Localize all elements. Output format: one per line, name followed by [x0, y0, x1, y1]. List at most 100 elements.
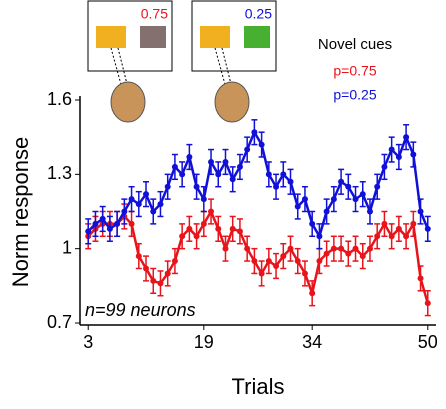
data-point	[273, 263, 280, 270]
data-point	[106, 225, 113, 232]
data-point	[171, 258, 178, 265]
data-point	[287, 178, 294, 185]
data-point	[403, 233, 410, 240]
cue-image	[96, 26, 126, 48]
data-point	[251, 258, 258, 265]
y-tick-label: 1.6	[47, 89, 72, 109]
data-point	[316, 233, 323, 240]
data-point	[381, 163, 388, 170]
data-point	[164, 270, 171, 277]
data-point	[236, 228, 243, 235]
data-point	[294, 258, 301, 265]
data-point	[417, 208, 424, 215]
data-point	[157, 280, 164, 287]
cue-image	[200, 26, 230, 48]
data-point	[338, 178, 345, 185]
data-point	[265, 258, 272, 265]
data-point	[222, 158, 229, 165]
data-point	[323, 208, 330, 215]
data-point	[352, 245, 359, 252]
data-point	[150, 277, 157, 284]
gaze-line	[110, 47, 123, 89]
gaze-line	[117, 47, 129, 89]
data-point	[403, 134, 410, 141]
data-point	[345, 183, 352, 190]
data-point	[200, 196, 207, 203]
x-tick-label: 50	[418, 332, 438, 352]
data-point	[359, 253, 366, 260]
data-point	[157, 201, 164, 208]
data-point	[208, 208, 215, 215]
data-point	[359, 191, 366, 198]
data-point	[374, 183, 381, 190]
x-tick-label: 34	[302, 332, 322, 352]
data-point	[186, 225, 193, 232]
gaze-line	[221, 47, 233, 89]
data-point	[345, 250, 352, 257]
data-point	[330, 196, 337, 203]
data-point	[179, 171, 186, 178]
data-point	[258, 270, 265, 277]
data-point	[229, 176, 236, 183]
data-point	[366, 208, 373, 215]
legend-title: Novel cues	[318, 36, 392, 53]
annotation: n=99 neurons	[85, 300, 196, 320]
data-point	[193, 183, 200, 190]
data-point	[352, 196, 359, 203]
data-point	[135, 253, 142, 260]
data-point	[338, 245, 345, 252]
data-point	[388, 233, 395, 240]
data-point	[417, 275, 424, 282]
data-point	[244, 146, 251, 153]
data-point	[186, 153, 193, 160]
data-point	[164, 183, 171, 190]
data-point	[395, 153, 402, 160]
y-tick-label: 0.7	[47, 312, 72, 332]
data-point	[215, 225, 222, 232]
data-point	[294, 203, 301, 210]
data-point	[388, 146, 395, 153]
data-point	[128, 196, 135, 203]
data-point	[244, 245, 251, 252]
data-point	[301, 196, 308, 203]
legend-entry: p=0.75	[333, 63, 376, 79]
data-point	[193, 233, 200, 240]
data-point	[381, 220, 388, 227]
data-point	[114, 220, 121, 227]
data-point	[179, 233, 186, 240]
data-point	[143, 265, 150, 272]
screen-label: 0.25	[245, 6, 272, 22]
data-point	[287, 245, 294, 252]
data-point	[215, 171, 222, 178]
y-axis-label: Norm response	[8, 137, 33, 287]
data-point	[280, 171, 287, 178]
data-point	[265, 171, 272, 178]
data-point	[200, 220, 207, 227]
x-axis-label: Trials	[232, 374, 285, 399]
data-point	[395, 225, 402, 232]
data-point	[143, 191, 150, 198]
data-point	[366, 245, 373, 252]
data-point	[128, 220, 135, 227]
cue-image	[244, 26, 270, 48]
data-point	[85, 228, 92, 235]
cue-diagram: 0.75 0.25	[87, 0, 277, 123]
data-point	[424, 225, 431, 232]
data-point	[208, 158, 215, 165]
data-point	[258, 141, 265, 148]
legend-entry: p=0.25	[333, 87, 376, 103]
data-point	[309, 220, 316, 227]
data-point	[251, 129, 258, 136]
data-point	[424, 300, 431, 307]
data-point	[229, 225, 236, 232]
screen-label: 0.75	[141, 6, 168, 22]
data-point	[280, 253, 287, 260]
data-point	[222, 245, 229, 252]
data-point	[236, 163, 243, 170]
data-point	[121, 208, 128, 215]
x-tick-label: 3	[83, 332, 93, 352]
x-tick-label: 19	[194, 332, 214, 352]
data-point	[309, 290, 316, 297]
data-point	[410, 220, 417, 227]
